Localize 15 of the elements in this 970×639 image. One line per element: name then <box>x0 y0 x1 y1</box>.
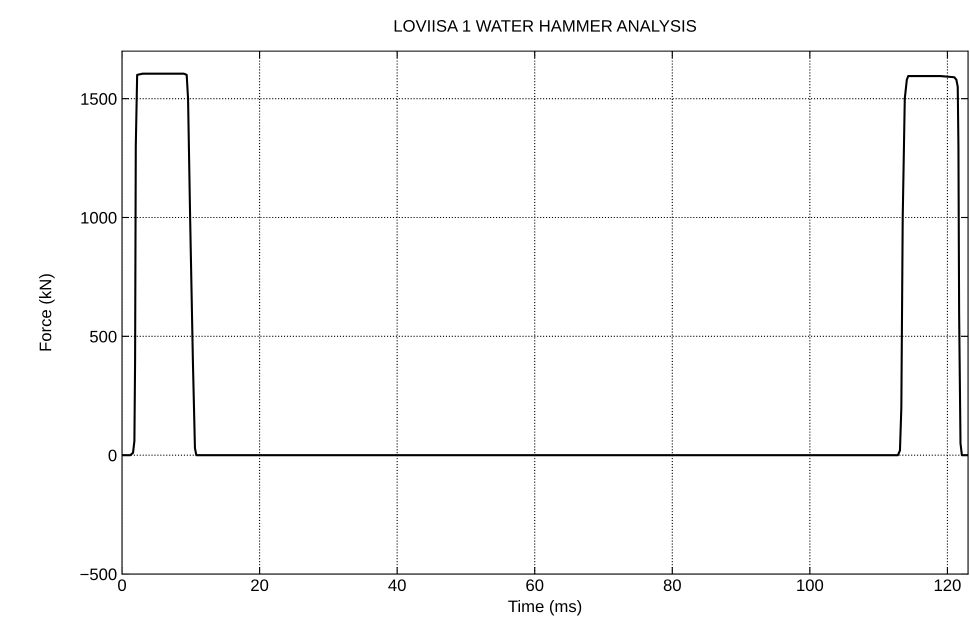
chart-title: LOVIISA 1 WATER HAMMER ANALYSIS <box>394 20 696 32</box>
x-tick-label: 80 <box>664 579 681 592</box>
y-tick-label: 0 <box>108 450 117 462</box>
y-tick-label: 1500 <box>81 93 117 105</box>
x-tick-label: 0 <box>118 579 126 592</box>
x-tick-label: 120 <box>934 579 961 592</box>
y-axis-title: Force (kN) <box>39 274 55 351</box>
x-tick-label: 40 <box>388 579 406 592</box>
x-tick-label: 60 <box>526 579 544 592</box>
y-tick-label: −500 <box>80 568 117 580</box>
x-tick-label: 20 <box>251 579 268 592</box>
x-axis-title: Time (ms) <box>508 600 582 616</box>
x-tick-label: 100 <box>797 579 824 592</box>
y-tick-label: 500 <box>90 330 117 343</box>
y-tick-label: 1000 <box>81 212 117 224</box>
